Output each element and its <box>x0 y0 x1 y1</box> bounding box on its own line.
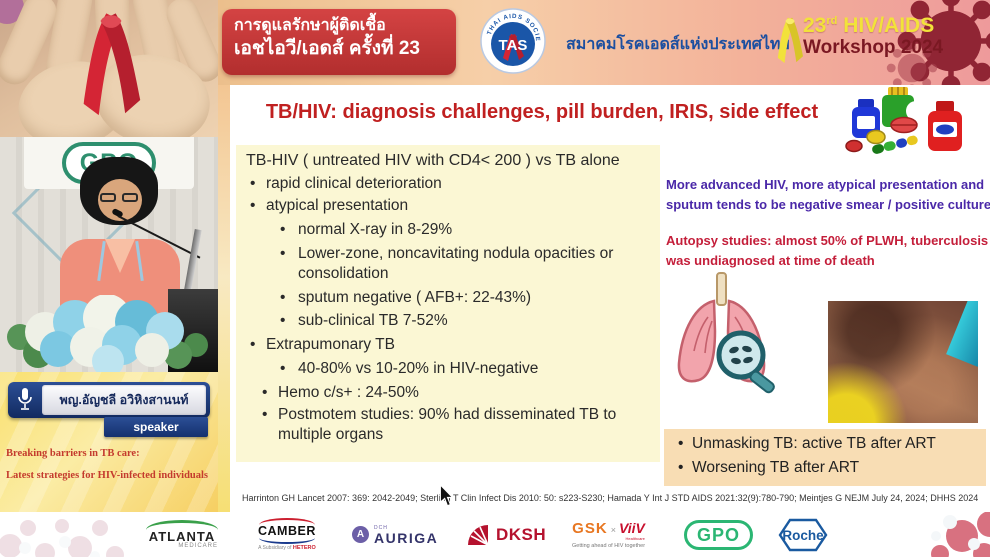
autopsy-note: Autopsy studies: almost 50% of PLWH, tub… <box>666 231 990 270</box>
slide-title: TB/HIV: diagnosis challenges, pill burde… <box>265 101 819 123</box>
dksh-text: DKSH <box>496 524 547 544</box>
workshop-line2: Workshop 2024 <box>803 37 944 59</box>
atlanta-text: ATLANTA <box>148 529 216 544</box>
speaker-role-badge: speaker <box>104 417 208 437</box>
bullet-item: rapid clinical deterioration <box>246 174 650 194</box>
workshop-ordinal: rd <box>826 15 838 27</box>
purple-note-line2: sputum tends to be negative smear / posi… <box>666 196 990 212</box>
society-name-thai: สมาคมโรคเอดส์แห่งประเทศไทย <box>566 36 790 53</box>
workshop-line1: 23rd HIV/AIDS <box>803 14 943 37</box>
purple-note: More advanced HIV, more atypical present… <box>666 175 990 214</box>
roche-hexagon: Roche <box>778 518 828 551</box>
hands-red-ribbon-photo <box>0 0 218 137</box>
speaker-video-feed: GPO <box>0 137 218 372</box>
auriga-text: AURIGA <box>374 529 439 546</box>
photo-instrument <box>946 301 978 367</box>
auriga-icon: A <box>352 526 369 543</box>
bullet-item: Lower-zone, noncavitating nodula opaciti… <box>246 244 650 284</box>
glasses-icon <box>100 193 116 202</box>
cursor-icon <box>439 485 454 507</box>
logo-camber: CAMBER A Subsidiary of HETERO <box>258 512 316 557</box>
microphone-icon <box>18 388 32 410</box>
logo-atlanta-medicare: ATLANTA MEDICARE <box>146 512 218 557</box>
logo-roche: Roche <box>770 512 836 557</box>
workshop-title: HIV/AIDS <box>837 14 935 37</box>
workshop-logo: 23rd HIV/AIDS Workshop 2024 <box>777 14 944 63</box>
camber-arc-top <box>258 517 315 525</box>
bullet-box-header: TB-HIV ( untreated HIV with CD4< 200 ) v… <box>246 152 620 169</box>
purple-note-line1: More advanced HIV, more atypical present… <box>666 177 985 192</box>
viiv-subtext: Healthcare <box>625 536 645 541</box>
tas-society-logo: THAI AIDS SOCIETY TAS <box>480 8 546 74</box>
atlanta-arc <box>146 520 218 530</box>
logo-dksh: DKSH <box>466 512 546 557</box>
autopsy-note-line1: Autopsy studies: almost 50% of PLWH, tub… <box>666 233 989 248</box>
glasses-icon <box>122 193 138 202</box>
bullet-item: Hemo c/s+ : 24-50% <box>246 383 650 403</box>
autopsy-note-line2: was undiagnosed at time of death <box>666 252 875 268</box>
flower-bouquet <box>7 295 208 372</box>
camber-sub-brand: HETERO <box>292 545 316 552</box>
nameplate: พญ.อัญชลี อวิหิงสานนท์ speaker <box>8 382 210 440</box>
viiv-text: ViiV <box>618 520 645 536</box>
pills-icon <box>845 87 962 154</box>
event-title-thai-line1: การดูแลรักษาผู้ติดเชื้อ <box>234 17 386 34</box>
sponsor-logo-bar: ATLANTA MEDICARE CAMBER A Subsidiary of … <box>0 512 990 557</box>
event-title-box: การดูแลรักษาผู้ติดเชื้อ เอชไอวี/เอดส์ คร… <box>222 9 456 75</box>
left-column: GPO <box>0 0 218 512</box>
logo-gpo: GPO <box>684 512 754 557</box>
event-title-thai-line2: เอชไอวี/เอดส์ ครั้งที่ 23 <box>234 37 420 59</box>
virus-icon <box>886 42 938 85</box>
speaker-name: พญ.อัญชลี อวิหิงสานนท์ <box>42 385 206 415</box>
camber-text: CAMBER <box>258 523 316 538</box>
logo-auriga: A DCH AURIGA <box>352 512 438 557</box>
bullet-item: Extrapumonary TB <box>246 335 650 355</box>
gsk-viiv-separator: × <box>610 525 616 535</box>
logo-gsk-viiv: GSK × ViiV Healthcare Getting ahead of H… <box>572 512 645 557</box>
bullet-item: Postmotem studies: 90% had disseminated … <box>246 405 650 445</box>
citation-line: Harrinton GH Lancet 2007: 369: 2042-2049… <box>242 493 979 503</box>
workshop-number: 23 <box>803 14 827 37</box>
gsk-text: GSK <box>572 520 608 537</box>
iris-bullet-item: Worsening TB after ART <box>674 459 976 477</box>
red-ribbon-icon <box>83 13 141 116</box>
presentation-slide: TB/HIV: diagnosis challenges, pill burde… <box>230 85 990 512</box>
camber-subtext: A Subsidiary of HETERO <box>258 545 316 551</box>
event-banner: การดูแลรักษาผู้ติดเชื้อ เอชไอวี/เอดส์ คร… <box>218 0 990 85</box>
clinical-photo <box>828 301 978 423</box>
gsk-tagline: Getting ahead of HIV together <box>572 543 646 549</box>
roche-text: Roche <box>782 528 824 543</box>
camber-sub-prefix: A Subsidiary of <box>258 545 293 552</box>
virus-watermark <box>0 519 124 557</box>
bullet-item: sub-clinical TB 7-52% <box>246 311 650 331</box>
dksh-fan-icon <box>468 524 489 546</box>
iris-bullet-box: Unmasking TB: active TB after ART Worseni… <box>664 429 986 486</box>
virus-decoration <box>931 512 990 557</box>
bullet-item: 40-80% vs 10-20% in HIV-negative <box>246 359 650 379</box>
background-strip <box>218 85 230 512</box>
yellow-ribbon-icon <box>777 17 803 63</box>
talk-title-line1: Breaking barriers in TB care: <box>6 448 140 459</box>
bullet-item: normal X-ray in 8-29% <box>246 220 650 240</box>
lungs-magnifier-icon <box>677 272 775 394</box>
gpo-footer-text: GPO <box>684 519 754 550</box>
camber-arc-bottom <box>258 538 315 545</box>
auriga-pretext: DCH <box>374 524 388 531</box>
tb-hiv-bullet-box: TB-HIV ( untreated HIV with CD4< 200 ) v… <box>236 145 660 462</box>
bullet-item: atypical presentation <box>246 196 650 216</box>
tas-acronym: TAS <box>499 37 528 54</box>
talk-title-line2: Latest strategies for HIV-infected indiv… <box>6 470 209 481</box>
speaker-info-panel: พญ.อัญชลี อวิหิงสานนท์ speaker Breaking … <box>0 372 218 512</box>
iris-bullet-item: Unmasking TB: active TB after ART <box>674 435 976 453</box>
bullet-item: sputum negative ( AFB+: 22-43%) <box>246 288 650 308</box>
atlanta-subtext: MEDICARE <box>178 543 218 549</box>
